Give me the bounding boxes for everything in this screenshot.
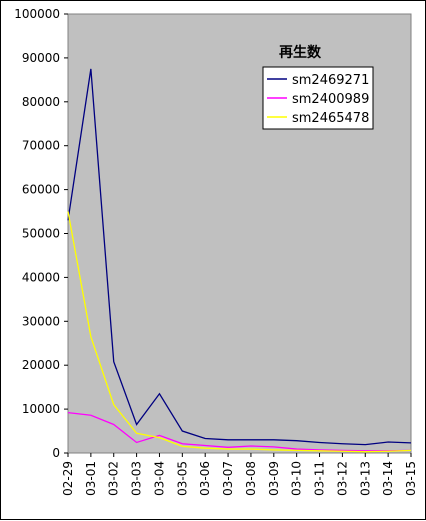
- x-tick-label: 03-01: [84, 461, 98, 496]
- series-line-sm2400989: [67, 411, 412, 452]
- y-tick-label: 30000: [22, 314, 60, 328]
- x-tick-label: 03-11: [313, 461, 327, 496]
- y-tick-labels: 0 10000 20000 30000 40000 50000 60000 70000 8000…: [14, 7, 68, 460]
- y-tick-label: 80000: [22, 95, 60, 109]
- legend-label: sm2400989: [292, 92, 369, 107]
- x-tick-label: 03-03: [130, 461, 144, 496]
- y-tick-label: 20000: [22, 358, 60, 372]
- y-tick-label: 60000: [22, 183, 60, 197]
- x-tick-label: 03-10: [290, 461, 304, 496]
- legend-label: sm2469271: [292, 73, 369, 88]
- x-tick-label: 03-06: [198, 461, 212, 496]
- legend: 再生数 sm2469271 sm2400989 sm2465478: [262, 44, 374, 130]
- series-lines: [67, 68, 412, 453]
- x-tick-label: 03-04: [152, 461, 166, 496]
- legend-title: 再生数: [279, 44, 322, 61]
- x-tick-label: 03-12: [335, 461, 349, 496]
- x-tick-label: 03-14: [381, 461, 395, 496]
- x-tick-label: 03-08: [244, 461, 258, 496]
- x-tick-label: 02-29: [61, 461, 75, 496]
- series-line-sm2465478: [67, 211, 412, 453]
- y-tick-label: 90000: [22, 51, 60, 65]
- y-tick-label: 50000: [22, 227, 60, 241]
- y-tick-label: 10000: [22, 402, 60, 416]
- y-tick-label: 0: [52, 446, 60, 460]
- x-tick-labels: 02-29 03-01 03-02 03-03 03-04 03-05 03-06 03-07…: [61, 453, 418, 496]
- y-tick-label: 100000: [14, 7, 60, 21]
- y-tick-label: 40000: [22, 270, 60, 284]
- x-tick-label: 03-05: [175, 461, 189, 496]
- x-tick-label: 03-02: [107, 461, 121, 496]
- x-tick-label: 03-13: [358, 461, 372, 496]
- y-tick-label: 70000: [22, 139, 60, 153]
- x-tick-label: 03-09: [267, 461, 281, 496]
- legend-label: sm2465478: [292, 111, 369, 126]
- x-tick-label: 03-07: [221, 461, 235, 496]
- series-line-sm2469271: [67, 68, 412, 446]
- x-tick-label: 03-15: [404, 461, 418, 496]
